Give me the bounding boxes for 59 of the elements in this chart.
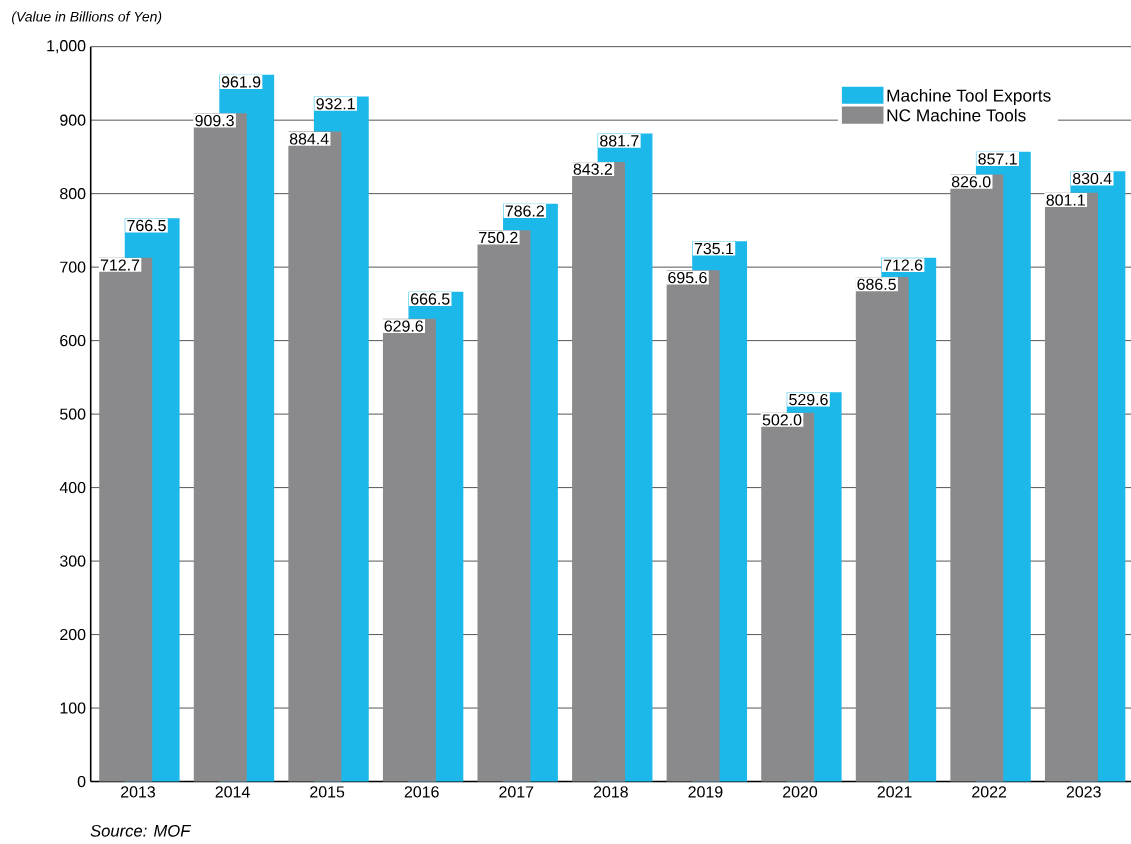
y-tick-label: 800 (60, 187, 86, 200)
data-label: 666.5 (411, 293, 450, 305)
data-label: 801.1 (1046, 194, 1085, 206)
x-tick-label: 2015 (310, 786, 345, 798)
x-tick-label: 2017 (499, 786, 534, 798)
data-label: 909.3 (195, 114, 234, 127)
data-label: 884.4 (289, 133, 329, 145)
data-label: 766.5 (127, 219, 166, 232)
y-tick-label: 0 (77, 775, 86, 788)
x-tick-label: 2016 (404, 786, 439, 798)
source-note: Source: MOF (90, 824, 192, 837)
bar (382, 318, 436, 782)
y-tick-label: 300 (60, 555, 86, 567)
x-tick-label: 2021 (877, 786, 912, 798)
bar (288, 131, 342, 782)
data-label: 857.1 (978, 153, 1017, 165)
x-tick-label: 2018 (593, 786, 628, 798)
data-label: 830.4 (1072, 172, 1112, 185)
y-tick-label: 400 (59, 481, 86, 494)
x-tick-label: 2020 (783, 786, 818, 798)
y-tick-label: 700 (60, 261, 86, 273)
bar (855, 276, 909, 782)
data-label: 826.0 (951, 176, 991, 188)
data-label: 712.6 (883, 259, 923, 271)
bar (99, 257, 153, 782)
bar (572, 161, 626, 782)
data-label: 786.2 (505, 205, 544, 217)
y-tick-label: 1,000 (47, 39, 86, 54)
x-tick-label: 2023 (1066, 786, 1101, 798)
data-label: 629.6 (384, 320, 423, 332)
x-tick-label: 2022 (972, 786, 1007, 798)
data-label: 686.5 (857, 278, 896, 290)
y-axis-title: (Value in Billions of Yen) (12, 11, 162, 25)
data-label: 750.2 (479, 231, 518, 244)
y-tick-label: 900 (60, 114, 86, 126)
x-tick-label: 2013 (121, 786, 156, 798)
data-label: 695.6 (668, 271, 707, 284)
x-tick-label: 2014 (215, 786, 250, 798)
bar (761, 412, 815, 782)
y-tick-label: 200 (60, 628, 86, 641)
y-tick-label: 600 (60, 334, 86, 347)
y-tick-label: 500 (60, 408, 86, 420)
x-tick-label: 2019 (688, 786, 723, 798)
legend-label: NC Machine Tools (887, 108, 1026, 122)
bar (666, 270, 720, 782)
data-label: 881.7 (600, 135, 639, 147)
data-label: 712.7 (100, 259, 140, 271)
data-label: 961.9 (221, 76, 261, 88)
bar (477, 230, 531, 782)
data-label: 932.1 (316, 98, 355, 110)
bar (193, 113, 247, 782)
data-label: 735.1 (694, 242, 734, 255)
bar (1044, 192, 1098, 782)
y-tick-label: 100 (60, 702, 86, 714)
data-label: 843.2 (573, 163, 613, 175)
bar (950, 174, 1004, 782)
data-label: 502.0 (762, 414, 802, 426)
legend-label: Machine Tool Exports (887, 88, 1051, 105)
data-label: 529.6 (789, 393, 828, 406)
